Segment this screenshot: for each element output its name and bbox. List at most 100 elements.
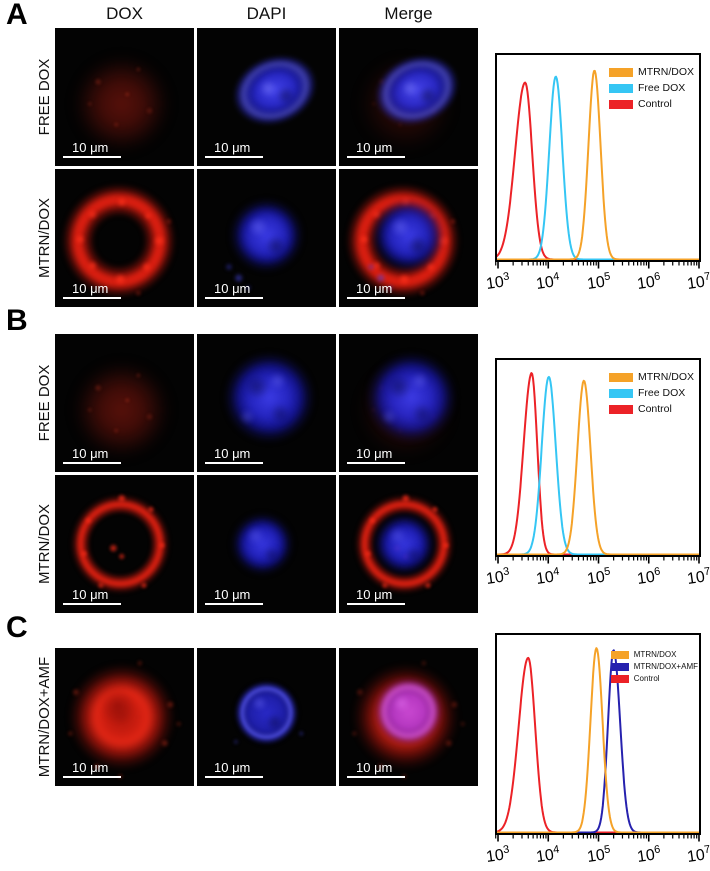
scale-bar-label: 10 μm [356,140,393,155]
scale-bar-line [205,462,263,464]
histogram-curves [497,647,699,833]
row-label-mtrn-dox: MTRN/DOX [36,504,53,584]
legend-swatch [610,674,629,683]
x-tick-label: 104 [535,270,561,293]
scale-bar-label: 10 μm [72,587,109,602]
x-tick-label: 103 [485,565,511,588]
panel-label-b: B [6,304,28,337]
panel-label-a: A [6,0,28,31]
scale-bar: 10 μm [205,282,263,299]
x-tick-label: 105 [585,843,611,866]
legend-item-free-dox: Free DOX [609,387,694,399]
microscopy-cell-a-free-dox-dox: 10 μm [55,28,194,166]
microscopy-cell-a-mtrn-dox-dox: 10 μm [55,169,194,307]
microscopy-cell-a-mtrn-dox-merge: 10 μm [339,169,478,307]
scale-bar: 10 μm [63,588,121,605]
legend-item-mtrn-dox: MTRN/DOX [609,371,694,383]
flow-histogram-b: MTRN/DOX Free DOX Control 103 104 105 106 107 [485,358,710,593]
scale-bar-label: 10 μm [72,281,109,296]
x-tick-label: 106 [635,270,661,293]
legend-label: MTRN/DOX [633,650,677,659]
scale-bar-line [205,156,263,158]
x-axis-ticks [495,262,700,269]
legend-swatch [609,83,633,93]
scale-bar-line [347,776,405,778]
x-tick-label: 105 [585,270,611,293]
legend-swatch [610,650,629,659]
scale-bar: 10 μm [205,761,263,778]
x-tick-label: 103 [485,843,511,866]
scale-bar: 10 μm [347,761,405,778]
microscopy-cell-b-mtrn-dox-dapi: 10 μm [197,475,336,613]
flow-histogram-c: MTRN/DOX MTRN/DOX+AMF Control 103 104 105 106 1… [485,633,710,871]
flow-histogram-a: MTRN/DOX Free DOX Control 103 104 105 106 107 [485,53,710,298]
histogram-curves [497,372,699,555]
scale-bar: 10 μm [347,588,405,605]
scale-bar-line [347,297,405,299]
x-tick-label: 105 [585,565,611,588]
x-axis-ticks [495,835,700,842]
row-label-mtrn-dox-amf: MTRN/DOX+AMF [36,656,53,778]
histogram-curve-mtrn-dox [497,647,699,833]
scale-bar-line [347,603,405,605]
scale-bar-line [205,776,263,778]
scale-bar: 10 μm [63,282,121,299]
histogram-curve-control [497,656,699,833]
scale-bar-line [63,603,121,605]
legend-label: Free DOX [638,387,686,399]
legend-item-control: Control [609,403,694,415]
row-label-free-dox: FREE DOX [36,58,53,136]
x-tick-label: 104 [535,843,561,866]
microscopy-cell-a-mtrn-dox-dapi: 10 μm [197,169,336,307]
histogram-curve-mtrn-dox [497,379,699,555]
scale-bar: 10 μm [347,141,405,158]
scale-bar-label: 10 μm [214,760,251,775]
legend-item-mtrn-dox-amf: MTRN/DOX+AMF [610,662,698,671]
legend-swatch [609,99,633,109]
legend-item-control: Control [609,98,694,110]
scale-bar: 10 μm [63,761,121,778]
legend-label: MTRN/DOX [638,371,694,383]
scale-bar-label: 10 μm [356,760,393,775]
column-header-dapi: DAPI [246,4,287,23]
legend-label: Free DOX [638,82,686,94]
microscopy-cell-b-free-dox-dapi: 10 μm [197,334,336,472]
x-tick-label: 104 [535,565,561,588]
scale-bar: 10 μm [347,282,405,299]
scale-bar-line [347,462,405,464]
scale-bar: 10 μm [347,447,405,464]
plot-border [495,53,701,262]
scale-bar-line [63,776,121,778]
x-tick-label: 103 [485,270,511,293]
legend-item-free-dox: Free DOX [609,82,694,94]
legend-label: Control [638,403,672,415]
microscopy-cell-b-mtrn-dox-dox: 10 μm [55,475,194,613]
legend: MTRN/DOX Free DOX Control [609,371,694,415]
scale-bar-label: 10 μm [214,281,251,296]
x-tick-label: 106 [635,565,661,588]
scale-bar: 10 μm [205,141,263,158]
microscopy-cell-b-free-dox-merge: 10 μm [339,334,478,472]
panel-label-c: C [6,611,28,644]
scale-bar: 10 μm [205,588,263,605]
scale-bar-line [63,462,121,464]
legend-swatch [609,372,633,382]
legend-swatch [609,67,633,77]
plot-border [495,633,701,835]
row-label-free-dox: FREE DOX [36,364,53,442]
x-tick-label: 107 [686,270,710,293]
scale-bar-label: 10 μm [214,446,251,461]
scale-bar-label: 10 μm [356,281,393,296]
scale-bar-label: 10 μm [356,446,393,461]
microscopy-cell-a-free-dox-dapi: 10 μm [197,28,336,166]
legend: MTRN/DOX Free DOX Control [609,66,694,110]
scale-bar-label: 10 μm [214,587,251,602]
scale-bar: 10 μm [63,141,121,158]
scale-bar-label: 10 μm [72,140,109,155]
column-header-dox: DOX [106,4,143,23]
microscopy-cell-b-mtrn-dox-merge: 10 μm [339,475,478,613]
legend-label: Control [638,98,672,110]
legend-item-mtrn-dox: MTRN/DOX [610,650,698,659]
legend-item-mtrn-dox: MTRN/DOX [609,66,694,78]
